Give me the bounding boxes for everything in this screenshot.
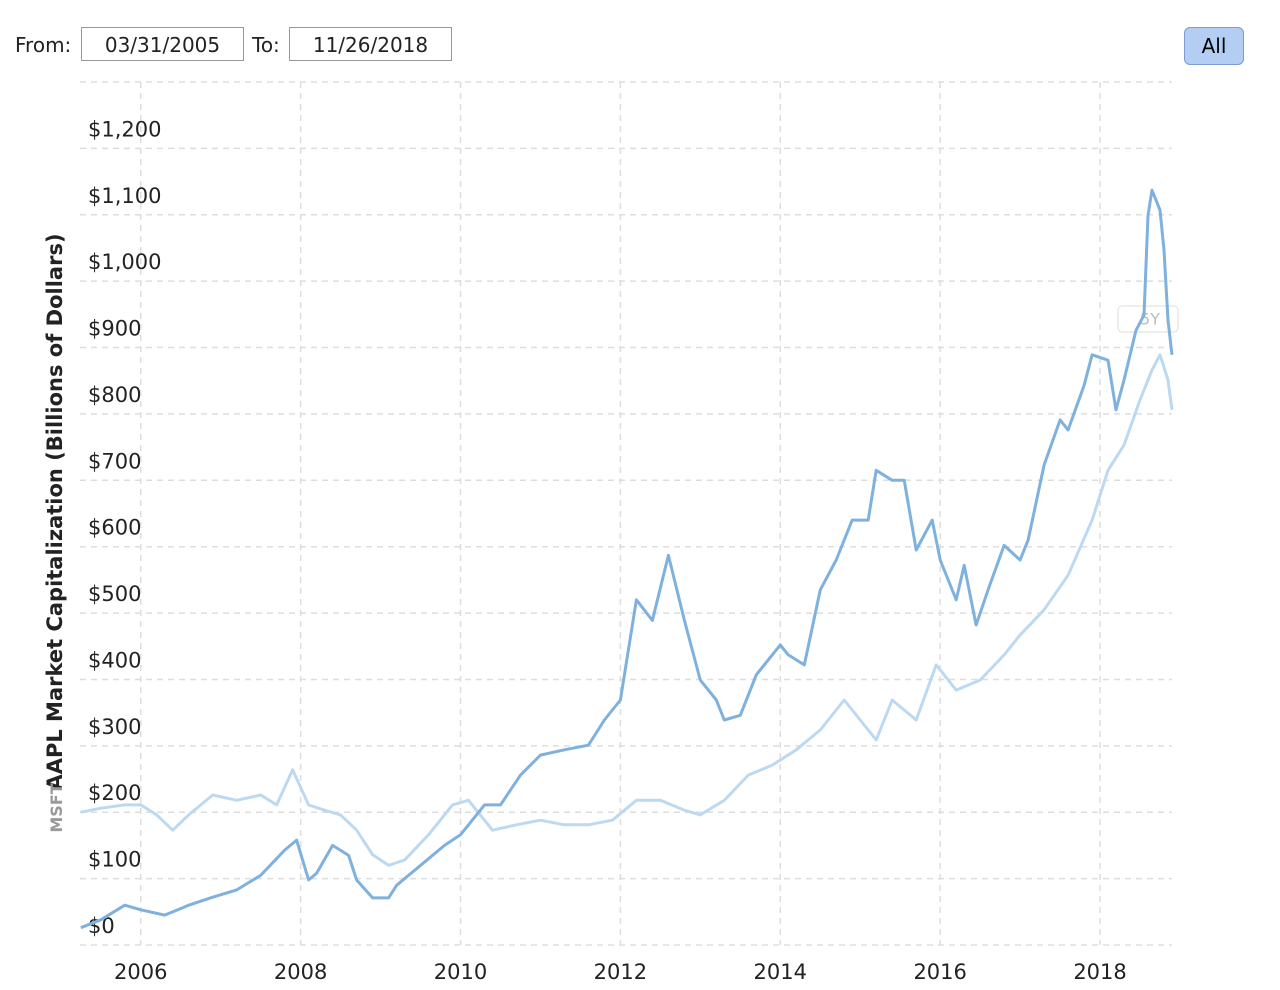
x-tick-label: 2016	[913, 960, 966, 984]
y-tick-label: $1,100	[88, 184, 161, 208]
y-axis-title: AAPL Market Capitalization (Billions of …	[43, 233, 67, 790]
y-tick-label: $900	[88, 317, 141, 341]
x-tick-label: 2006	[114, 960, 167, 984]
y-tick-label: $300	[88, 715, 141, 739]
data-line	[80, 188, 1174, 930]
y-tick-label: $800	[88, 383, 141, 407]
y-tick-label: $600	[88, 516, 141, 540]
all-button[interactable]: All	[1184, 27, 1244, 65]
secondary-label: MSFT	[47, 783, 66, 832]
y-tick-label: $1,200	[88, 117, 161, 141]
x-tick-label: 2008	[274, 960, 327, 984]
y-tick-label: $100	[88, 848, 141, 872]
data-line	[80, 353, 1174, 867]
y-tick-label: $1,000	[88, 250, 161, 274]
to-label: To:	[252, 33, 280, 57]
y-tick-label: $400	[88, 648, 141, 672]
to-input[interactable]: 11/26/2018	[289, 27, 452, 61]
from-label: From:	[15, 33, 72, 57]
x-tick-label: 2018	[1073, 960, 1126, 984]
y-tick-label: $0	[88, 914, 115, 938]
y-tick-label: $200	[88, 781, 141, 805]
y-tick-label: $700	[88, 449, 141, 473]
x-tick-label: 2010	[434, 960, 487, 984]
from-input[interactable]: 03/31/2005	[81, 27, 244, 61]
ghost-button-box	[1117, 305, 1179, 333]
x-tick-label: 2012	[594, 960, 647, 984]
y-tick-label: $500	[88, 582, 141, 606]
x-tick-label: 2014	[754, 960, 807, 984]
